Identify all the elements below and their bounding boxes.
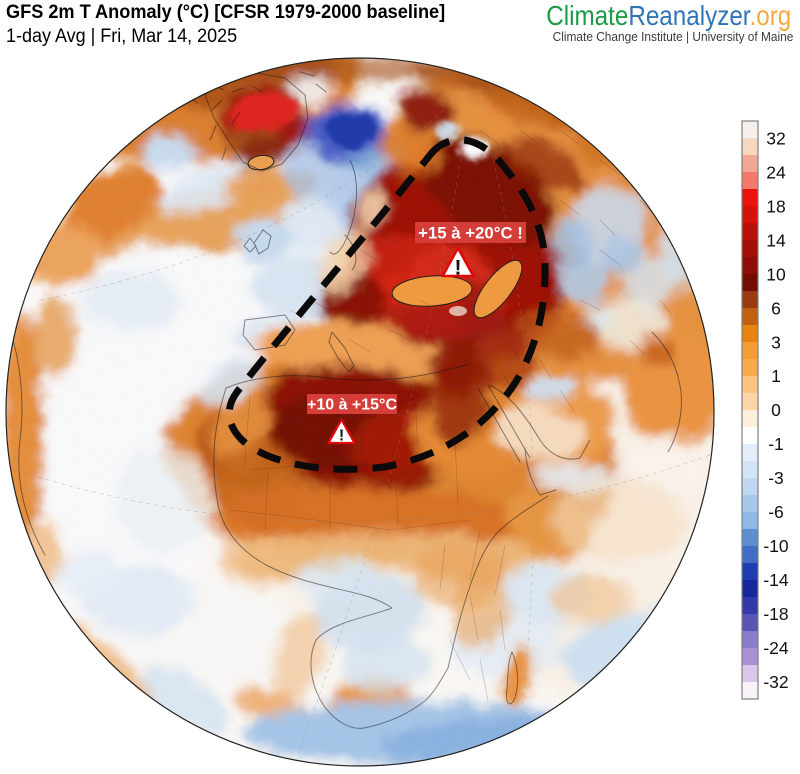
svg-text:24: 24 [766,163,786,183]
svg-text:!: ! [455,257,462,280]
svg-text:-24: -24 [763,638,789,658]
svg-text:-6: -6 [768,502,784,522]
svg-text:3: 3 [771,332,781,352]
svg-text:+15 à +20°C !: +15 à +20°C ! [418,224,523,243]
svg-text:!: ! [339,428,344,445]
svg-text:18: 18 [766,197,785,217]
svg-text:-14: -14 [763,570,789,590]
svg-text:6: 6 [771,298,781,318]
svg-text:-3: -3 [768,468,784,488]
svg-text:1: 1 [771,366,781,386]
svg-text:-1: -1 [768,434,784,454]
svg-text:-10: -10 [763,536,789,556]
svg-text:32: 32 [766,129,785,149]
svg-text:10: 10 [766,264,786,284]
svg-text:+10 à +15°C: +10 à +15°C [307,397,397,414]
svg-text:14: 14 [766,230,786,250]
svg-text:-32: -32 [763,672,788,692]
svg-text:0: 0 [771,400,781,420]
svg-text:-18: -18 [763,604,788,624]
